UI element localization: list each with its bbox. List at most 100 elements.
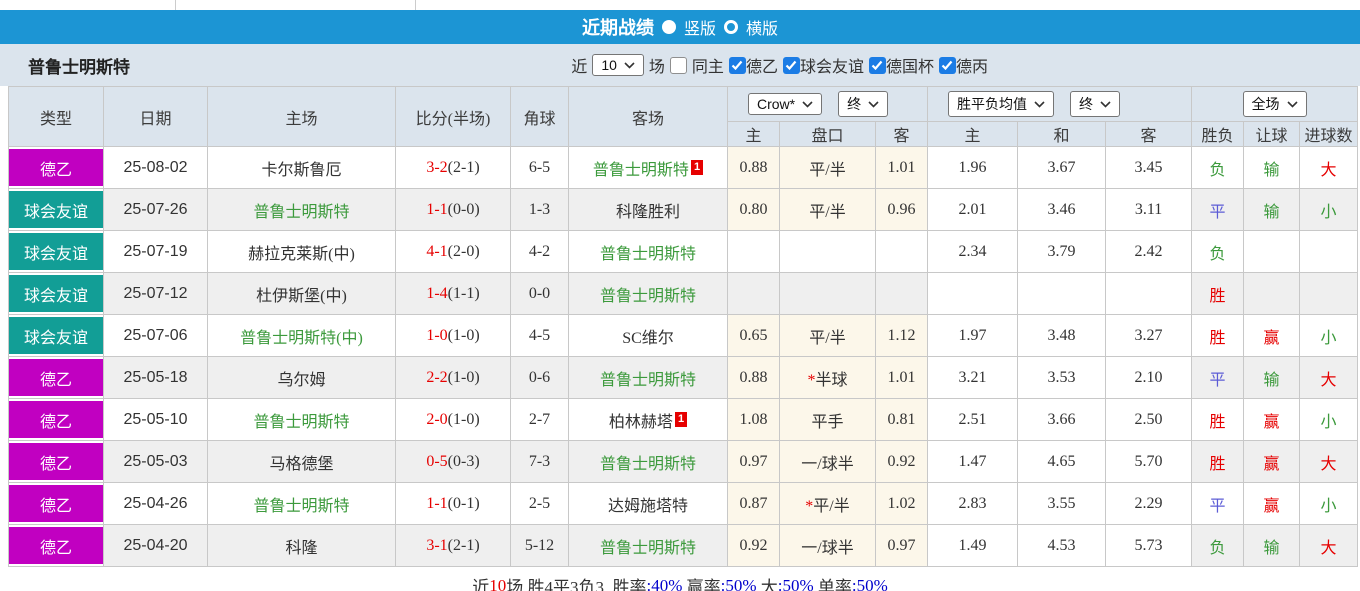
halftime-score: (1-1) xyxy=(447,284,480,302)
team-name-link[interactable]: 普鲁士明斯特(中) xyxy=(240,329,363,347)
avg-away-cell: 3.27 xyxy=(1105,314,1193,357)
vertical-layout-label[interactable]: 竖版 xyxy=(683,21,716,38)
asian-odds-header-cell: Crow* 终 xyxy=(726,86,929,122)
team-name-link[interactable]: 马格德堡 xyxy=(269,455,334,473)
league-cell: 德乙 xyxy=(8,356,104,399)
league-filter-label[interactable]: 球会友谊 xyxy=(799,59,864,76)
vertical-layout-radio[interactable] xyxy=(661,20,676,34)
away-team-cell: 柏林赫塔 1 xyxy=(568,398,728,441)
home-team-cell: 卡尔斯鲁厄 xyxy=(207,146,396,189)
halftime-score: (1-0) xyxy=(447,326,480,344)
match-count-select[interactable]: 10 xyxy=(592,54,644,76)
handicap-line: 平/半 xyxy=(809,329,846,347)
match-row: 球会友谊 25-07-06 普鲁士明斯特(中) 1-0(1-0) 4-5 SC维尔 0.65… xyxy=(8,314,1359,357)
chevron-down-icon xyxy=(624,61,635,69)
avg-odds-header-cell: 胜平负均值 终 xyxy=(927,86,1193,122)
avg-draw-cell: 4.65 xyxy=(1017,440,1107,483)
home-team-cell: 科隆 xyxy=(207,524,396,567)
results-table: 类型 日期 主场 比分(半场) 角球 客场 Crow* 终 xyxy=(8,86,1359,567)
league-filter-label[interactable]: 德乙 xyxy=(745,59,778,76)
team-name-link[interactable]: 普鲁士明斯特 xyxy=(253,413,350,431)
away-team-cell: 科隆胜利 xyxy=(568,188,728,231)
league-checkbox-debing[interactable] xyxy=(938,56,956,74)
horizontal-layout-label[interactable]: 横版 xyxy=(746,21,779,38)
team-name-link[interactable]: 柏林赫塔 xyxy=(608,413,673,431)
avg-away-cell: 2.50 xyxy=(1105,398,1193,441)
fulltime-score: 3-2 xyxy=(426,158,448,176)
handicap-line-cell: 平/半 xyxy=(779,188,876,231)
team-name-link[interactable]: 达姆施塔特 xyxy=(607,497,688,515)
team-name-link[interactable]: 普鲁士明斯特 xyxy=(599,455,696,473)
match-row: 德乙 25-08-02 卡尔斯鲁厄 3-2(2-1) 6-5 普鲁士明斯特 1 0.88 平/半… xyxy=(8,146,1359,189)
team-name-link[interactable]: 普鲁士明斯特 xyxy=(599,371,696,389)
league-checkbox-dezv[interactable] xyxy=(728,56,746,74)
same-home-label[interactable]: 同主 xyxy=(691,59,724,76)
team-name-link[interactable]: 普鲁士明斯特 xyxy=(253,203,350,221)
goals-result-cell: 大 xyxy=(1299,440,1359,483)
team-name-link[interactable]: 科隆胜利 xyxy=(615,203,680,221)
odds-time-select[interactable]: 终 xyxy=(838,91,889,117)
team-name-link[interactable]: 赫拉克莱斯(中) xyxy=(248,245,355,263)
avg-draw-cell: 3.48 xyxy=(1017,314,1107,357)
fulltime-score: 1-0 xyxy=(426,326,448,344)
col-header-odds-away: 客 xyxy=(874,121,929,147)
recent-label: 近 xyxy=(571,59,588,76)
avg-away-cell: 2.10 xyxy=(1105,356,1193,399)
handicap-odds-home-cell xyxy=(727,272,780,315)
league-checkbox-friendly[interactable] xyxy=(782,56,800,74)
handicap-odds-away-cell xyxy=(874,230,929,273)
halftime-score: (0-3) xyxy=(447,452,480,470)
col-header-type: 类型 xyxy=(8,86,104,147)
handicap-line-cell xyxy=(779,272,876,315)
match-row: 球会友谊 25-07-19 赫拉克莱斯(中) 4-1(2-0) 4-2 普鲁士明斯特 2.3… xyxy=(8,230,1359,273)
col-header-goals: 进球数 xyxy=(1299,121,1359,147)
avg-away-cell: 2.42 xyxy=(1105,230,1193,273)
horizontal-layout-radio[interactable] xyxy=(724,20,738,34)
scope-value: 全场 xyxy=(1251,96,1280,112)
odds-time-value: 终 xyxy=(847,96,862,112)
col-header-avg-home: 主 xyxy=(927,121,1019,147)
team-name-link[interactable]: SC维尔 xyxy=(622,329,674,347)
away-team-cell: 普鲁士明斯特 xyxy=(568,272,728,315)
same-home-checkbox[interactable] xyxy=(669,56,687,74)
team-name-link[interactable]: 普鲁士明斯特 xyxy=(599,539,696,557)
league-cell: 德乙 xyxy=(8,398,104,441)
handicap-result-cell: 赢 xyxy=(1243,398,1301,441)
team-name-link[interactable]: 普鲁士明斯特 xyxy=(599,245,696,263)
league-filter-label[interactable]: 德国杯 xyxy=(885,59,934,76)
top-divider-line xyxy=(415,0,416,10)
league-filter-label[interactable]: 德丙 xyxy=(955,59,988,76)
handicap-result-cell: 输 xyxy=(1243,524,1301,567)
team-name-link[interactable]: 普鲁士明斯特 xyxy=(599,287,696,305)
corner-cell: 4-5 xyxy=(510,314,569,357)
odds-company-select[interactable]: Crow* xyxy=(748,93,823,115)
date-cell: 25-07-06 xyxy=(103,314,208,357)
league-badge: 球会友谊 xyxy=(9,275,103,312)
team-name-link[interactable]: 科隆 xyxy=(285,539,318,557)
top-strip xyxy=(0,0,1360,10)
league-checkbox-dfb-pokal[interactable] xyxy=(868,56,886,74)
avg-time-select[interactable]: 终 xyxy=(1070,91,1121,117)
col-header-avg-draw: 和 xyxy=(1017,121,1107,147)
scope-select[interactable]: 全场 xyxy=(1242,91,1307,117)
team-name-link[interactable]: 普鲁士明斯特 xyxy=(592,161,689,179)
team-name-link[interactable]: 普鲁士明斯特 xyxy=(253,497,350,515)
col-header-handicap: 让球 xyxy=(1243,121,1301,147)
avg-draw-cell xyxy=(1017,272,1107,315)
team-name-link[interactable]: 卡尔斯鲁厄 xyxy=(261,161,342,179)
avg-type-select[interactable]: 胜平负均值 xyxy=(948,91,1055,117)
avg-draw-cell: 3.53 xyxy=(1017,356,1107,399)
team-name-link[interactable]: 杜伊斯堡(中) xyxy=(256,287,347,305)
team-name-link[interactable]: 乌尔姆 xyxy=(277,371,326,389)
date-cell: 25-07-12 xyxy=(103,272,208,315)
league-cell: 球会友谊 xyxy=(8,272,104,315)
avg-away-cell xyxy=(1105,272,1193,315)
team-name: 普鲁士明斯特 xyxy=(28,57,130,77)
away-team-cell: 普鲁士明斯特 xyxy=(568,440,728,483)
handicap-odds-away-cell: 0.97 xyxy=(874,524,929,567)
match-row: 球会友谊 25-07-26 普鲁士明斯特 1-1(0-0) 1-3 科隆胜利 0.80 平/半… xyxy=(8,188,1359,231)
goals-result-cell: 小 xyxy=(1299,188,1359,231)
col-header-odds-home: 主 xyxy=(727,121,780,147)
match-row: 球会友谊 25-07-12 杜伊斯堡(中) 1-4(1-1) 0-0 普鲁士明斯特胜 xyxy=(8,272,1359,315)
